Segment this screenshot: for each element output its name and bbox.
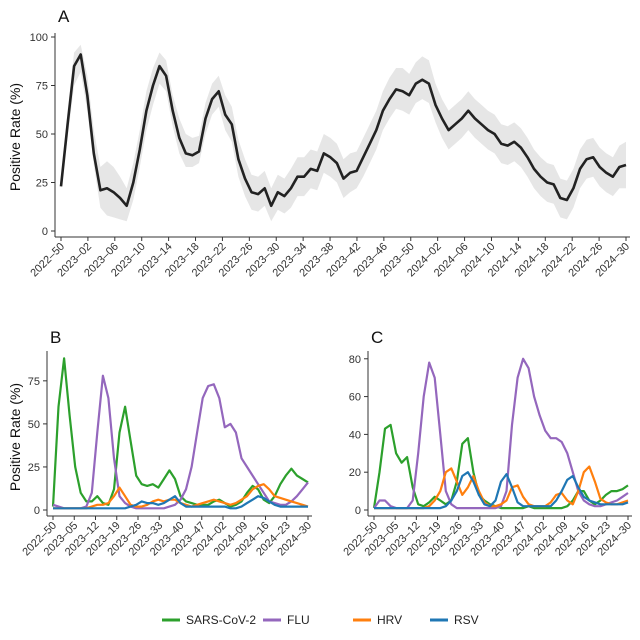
y-axis-label: Positive Rate (%) xyxy=(7,383,23,491)
legend-label: FLU xyxy=(287,613,310,627)
y-tick-label: 60 xyxy=(349,392,361,404)
y-axis-label: Positive Rate (%) xyxy=(7,83,23,191)
series-line-rsv xyxy=(374,471,629,510)
series-line-rsv xyxy=(53,495,308,510)
positive-rate-line xyxy=(59,53,627,208)
y-tick-label: 75 xyxy=(36,81,48,93)
panel-label: C xyxy=(371,328,383,347)
y-tick-label: 40 xyxy=(349,429,361,441)
legend-label: SARS-CoV-2 xyxy=(186,613,256,627)
series-line-flu xyxy=(52,374,309,510)
panel-c: C0204060802022–502023–052023–122023–1920… xyxy=(341,328,634,558)
panel-label: A xyxy=(58,7,70,26)
y-tick-label: 75 xyxy=(28,376,40,388)
panel-label: B xyxy=(50,328,61,347)
y-tick-label: 0 xyxy=(42,226,48,238)
y-tick-label: 0 xyxy=(355,505,361,517)
legend: SARS-CoV-2 FLU HRV RSV xyxy=(162,613,479,627)
y-tick-label: 0 xyxy=(34,505,40,517)
series-line-sars-cov-2 xyxy=(372,423,629,510)
y-tick-label: 20 xyxy=(349,467,361,479)
y-tick-label: 50 xyxy=(36,129,48,141)
confidence-band xyxy=(61,44,626,222)
y-tick-label: 100 xyxy=(30,32,48,44)
y-tick-label: 80 xyxy=(349,354,361,366)
y-tick-label: 25 xyxy=(28,462,40,474)
y-tick-label: 50 xyxy=(28,419,40,431)
legend-label: HRV xyxy=(377,613,402,627)
y-tick-label: 25 xyxy=(36,178,48,190)
legend-label: RSV xyxy=(454,613,479,627)
series-line-sars-cov-2 xyxy=(51,357,309,508)
series-line-flu xyxy=(373,357,629,510)
